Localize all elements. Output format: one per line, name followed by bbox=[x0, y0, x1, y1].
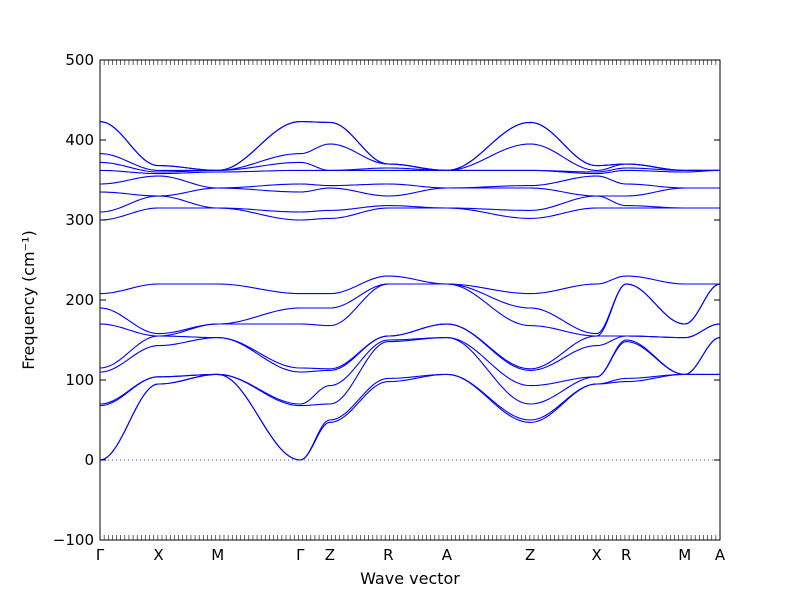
x-tick-label: R bbox=[383, 546, 393, 564]
band-line bbox=[99, 121, 720, 171]
x-axis-label: Wave vector bbox=[360, 569, 460, 588]
x-tick-label: R bbox=[621, 546, 631, 564]
x-tick-label: X bbox=[592, 546, 602, 564]
band-line bbox=[99, 337, 721, 405]
x-tick-label: M bbox=[678, 546, 691, 564]
y-tick-label: 300 bbox=[65, 211, 94, 229]
x-tick-label: Γ bbox=[96, 546, 105, 564]
x-tick-label: Z bbox=[525, 546, 535, 564]
band-line bbox=[99, 323, 721, 370]
y-tick-label: −100 bbox=[53, 531, 94, 549]
band-line bbox=[99, 337, 721, 407]
x-tick-label: Γ bbox=[296, 546, 305, 564]
band-line bbox=[99, 169, 721, 175]
x-tick-label: M bbox=[211, 546, 224, 564]
y-tick-label: 100 bbox=[65, 371, 94, 389]
y-axis-label: Frequency (cm⁻¹) bbox=[19, 230, 38, 369]
x-tick-label: A bbox=[715, 546, 726, 564]
band-line bbox=[99, 283, 721, 337]
y-tick-label: 0 bbox=[84, 451, 94, 469]
band-line bbox=[99, 373, 720, 461]
x-tick-label: A bbox=[442, 546, 453, 564]
band-line bbox=[99, 323, 721, 373]
band-line bbox=[99, 275, 720, 295]
x-tick-label: Z bbox=[325, 546, 335, 564]
band-line bbox=[99, 207, 720, 221]
y-tick-label: 200 bbox=[65, 291, 94, 309]
band-line bbox=[99, 175, 720, 189]
band-line bbox=[99, 283, 721, 335]
band-line bbox=[99, 121, 720, 171]
band-line bbox=[99, 187, 720, 197]
band-line bbox=[99, 373, 720, 461]
band-line bbox=[99, 195, 720, 213]
y-axis-ticks: −100 0 100 200 300 400 500 bbox=[53, 51, 720, 549]
band-lines bbox=[99, 121, 721, 461]
plot-frame bbox=[99, 59, 721, 541]
y-tick-label: 400 bbox=[65, 131, 94, 149]
y-tick-label: 500 bbox=[65, 51, 94, 69]
x-tick-label: X bbox=[153, 546, 163, 564]
